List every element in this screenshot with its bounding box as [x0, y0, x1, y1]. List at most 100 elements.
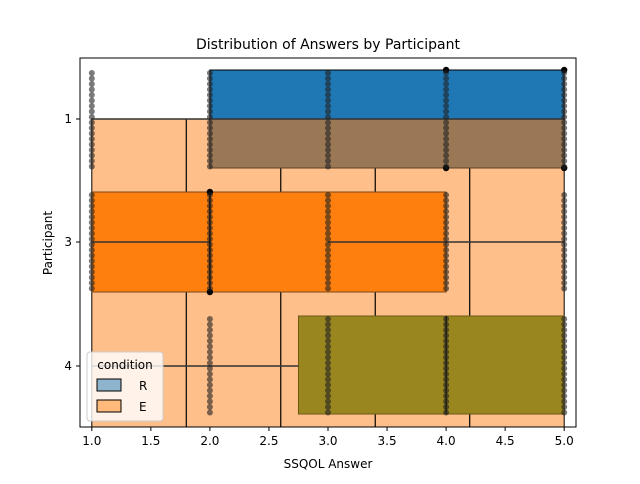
strip-point-0-2 — [88, 81, 95, 87]
strip-point-4-7 — [561, 108, 568, 115]
strip-point-2-1 — [325, 75, 331, 82]
strip-point-13-12 — [561, 382, 568, 388]
strip-point-10-12 — [206, 382, 213, 388]
strip-point-13-11 — [561, 376, 568, 383]
strip-point-0-0 — [88, 70, 95, 76]
strip-point-2-15 — [325, 152, 331, 159]
strip-point-9-2 — [561, 203, 568, 209]
strip-point-1-8 — [206, 114, 213, 120]
strip-point-2-14 — [325, 147, 331, 153]
strip-point-1-5 — [206, 97, 213, 104]
strip-point-7-4 — [325, 214, 331, 220]
strip-point-5-3 — [88, 208, 95, 215]
strip-point-10-13 — [206, 387, 213, 394]
strip-point-11-11 — [325, 376, 331, 383]
strip-point-13-13 — [561, 387, 568, 394]
strip-point-13-3 — [561, 332, 568, 339]
chart-box-layer — [91, 66, 568, 415]
strip-point-2-11 — [325, 130, 331, 137]
strip-point-4-4 — [561, 92, 568, 98]
strip-point-9-8 — [561, 236, 568, 242]
strip-point-11-1 — [325, 321, 331, 328]
strip-point-2-7 — [325, 108, 331, 115]
strip-point-6-17 — [206, 285, 213, 292]
strip-point-5-12 — [88, 258, 95, 264]
strip-point-5-0 — [88, 192, 95, 198]
strip-point-7-5 — [325, 219, 331, 226]
strip-point-11-5 — [325, 343, 331, 350]
strip-point-5-1 — [88, 197, 95, 204]
strip-point-2-17 — [325, 163, 331, 170]
strip-point-12-15 — [443, 398, 450, 405]
strip-point-7-0 — [325, 192, 331, 198]
strip-point-2-12 — [325, 136, 331, 142]
strip-point-13-17 — [561, 409, 568, 416]
strip-point-6-4 — [206, 214, 213, 220]
strip-point-6-3 — [206, 208, 213, 215]
strip-point-7-13 — [325, 263, 331, 270]
strip-point-6-7 — [206, 230, 213, 237]
strip-point-9-0 — [561, 192, 568, 198]
strip-point-13-9 — [561, 365, 568, 372]
box-olive-participant-4 — [297, 315, 565, 415]
strip-point-2-10 — [325, 125, 331, 131]
strip-point-12-11 — [443, 376, 450, 383]
strip-point-12-8 — [443, 360, 450, 366]
strip-point-1-3 — [206, 86, 213, 93]
y-axis-label: Participant — [41, 211, 55, 276]
strip-point-10-15 — [206, 398, 213, 405]
strip-point-5-2 — [88, 203, 95, 209]
x-tick-label-3: 2.5 — [259, 434, 278, 448]
strip-point-2-9 — [325, 119, 331, 126]
strip-point-11-15 — [325, 398, 331, 405]
strip-point-0-15 — [88, 152, 95, 159]
strip-point-9-12 — [561, 258, 568, 264]
strip-point-3-17 — [443, 163, 450, 170]
strip-point-2-13 — [325, 141, 331, 148]
strip-point-6-13 — [206, 263, 213, 270]
strip-point-2-4 — [325, 92, 331, 98]
strip-point-9-3 — [561, 208, 568, 215]
strip-point-9-17 — [561, 285, 568, 292]
strip-point-5-10 — [88, 247, 95, 253]
strip-point-4-14 — [561, 147, 568, 153]
strip-point-3-5 — [443, 97, 450, 104]
strip-point-5-15 — [88, 274, 95, 281]
strip-point-7-12 — [325, 258, 331, 264]
strip-point-0-14 — [88, 147, 95, 153]
box-r-participant-1 — [209, 69, 565, 120]
strip-point-2-8 — [325, 114, 331, 120]
strip-point-0-9 — [88, 119, 95, 126]
strip-point-9-1 — [561, 197, 568, 204]
x-tick-label-6: 4.0 — [437, 434, 456, 448]
strip-point-11-8 — [325, 360, 331, 366]
strip-point-5-17 — [88, 285, 95, 292]
strip-point-4-16 — [561, 158, 568, 164]
strip-point-6-14 — [206, 269, 213, 275]
strip-point-1-1 — [206, 75, 213, 82]
strip-point-12-0 — [443, 316, 450, 322]
strip-point-12-9 — [443, 365, 450, 372]
strip-point-4-5 — [561, 97, 568, 104]
strip-point-0-12 — [88, 136, 95, 142]
strip-point-12-16 — [443, 404, 450, 410]
strip-point-11-14 — [325, 393, 331, 399]
strip-point-6-2 — [206, 203, 213, 209]
strip-point-1-12 — [206, 136, 213, 142]
strip-point-1-7 — [206, 108, 213, 115]
strip-point-8-13 — [443, 263, 450, 270]
strip-point-8-11 — [443, 252, 450, 259]
strip-point-13-8 — [561, 360, 568, 366]
strip-point-3-15 — [443, 152, 450, 159]
strip-point-13-16 — [561, 404, 568, 410]
strip-point-0-6 — [88, 103, 95, 109]
strip-point-1-0 — [206, 70, 213, 76]
strip-point-13-7 — [561, 354, 568, 361]
strip-point-8-15 — [443, 274, 450, 281]
strip-point-8-17 — [443, 285, 450, 292]
strip-point-8-0 — [443, 192, 450, 198]
strip-point-12-13 — [443, 387, 450, 394]
strip-point-7-10 — [325, 247, 331, 253]
strip-point-1-15 — [206, 152, 213, 159]
strip-point-5-4 — [88, 214, 95, 220]
